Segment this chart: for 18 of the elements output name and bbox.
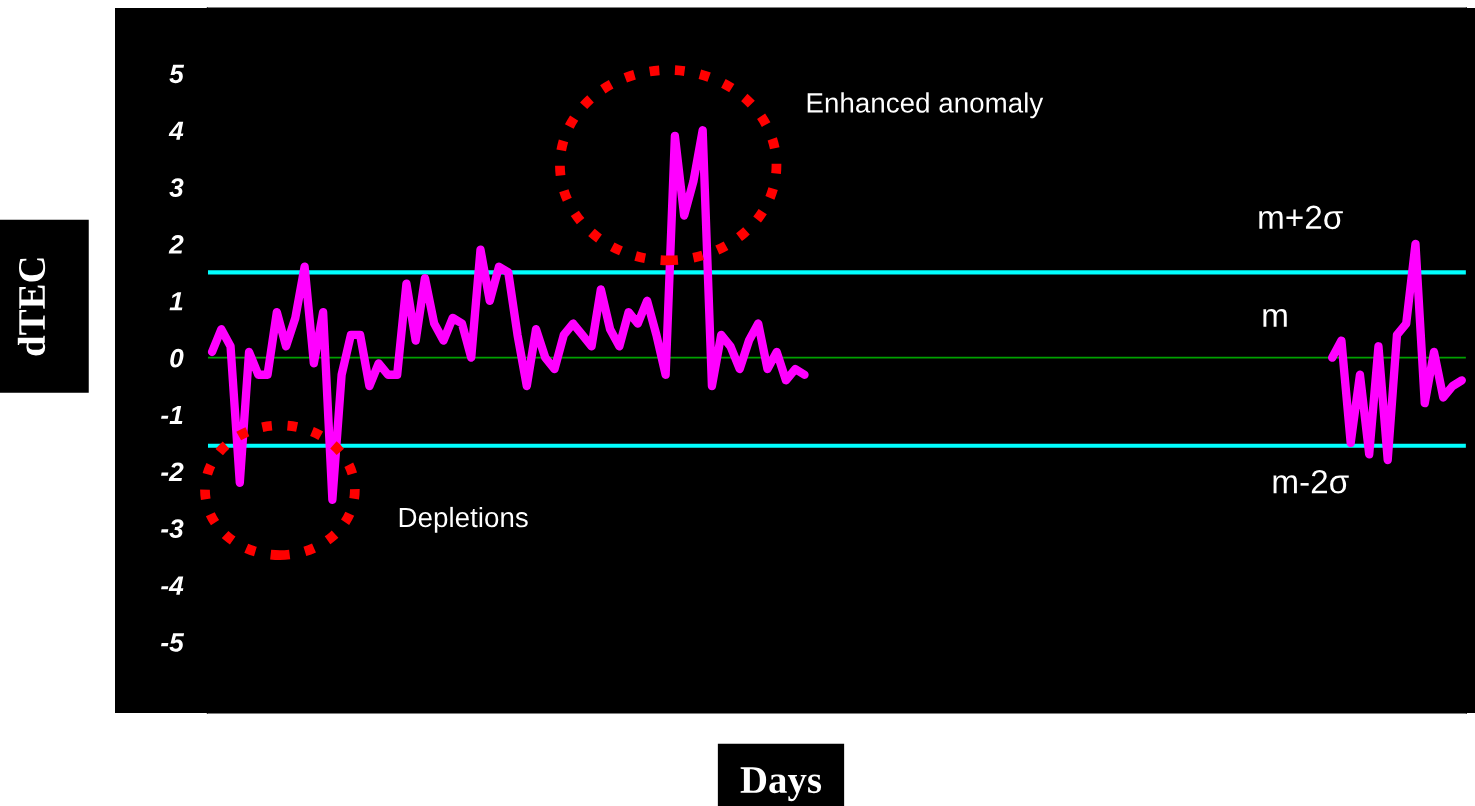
y-tick-label: 4 (168, 121, 184, 140)
y-tick-label: 2 (168, 235, 184, 254)
x-axis-title: Days (740, 767, 822, 802)
annotation: Depletions (399, 506, 528, 533)
y-tick-label: -4 (161, 576, 184, 595)
y-tick-label: 1 (169, 292, 183, 311)
ref-line-label: m+2σ (1259, 205, 1343, 230)
y-tick-label: -5 (161, 633, 185, 652)
y-tick-label: -2 (161, 462, 184, 481)
ref-line-label: m-2σ (1273, 469, 1349, 494)
y-tick-label: 5 (169, 64, 185, 84)
y-tick-label: 3 (169, 178, 184, 197)
y-tick-label: 0 (170, 348, 184, 368)
annotation: Enhanced anomaly (807, 92, 1044, 119)
ref-line-label: m (1263, 308, 1287, 327)
y-tick-label: -3 (161, 519, 184, 539)
y-axis-title: dTEC (17, 258, 46, 356)
y-tick-label: -1 (161, 405, 183, 425)
